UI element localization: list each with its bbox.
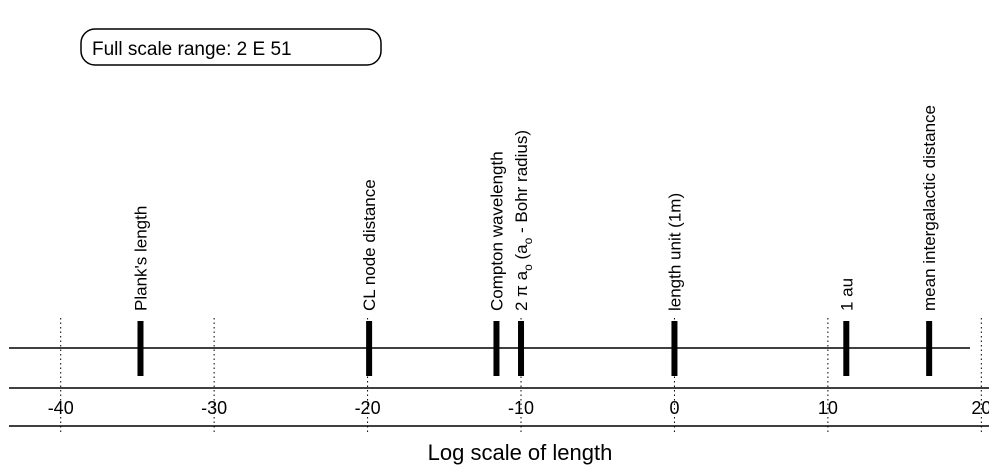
- marker-label: length unit (1m): [665, 193, 684, 311]
- range-label-box: Full scale range: 2 E 51: [80, 28, 382, 66]
- marker-label-part: o: [521, 264, 535, 271]
- marker-bar: [518, 321, 525, 376]
- tick-label: 0: [669, 398, 679, 418]
- marker-label: Plank's length: [131, 206, 150, 311]
- axis-title: Log scale of length: [428, 440, 613, 465]
- marker-bar: [366, 321, 373, 376]
- tick-label: -10: [508, 398, 534, 418]
- marker-label: 1 au: [837, 278, 856, 311]
- tick-label: -40: [48, 398, 74, 418]
- marker-label: 2 π ao (ao - Bohr radius): [512, 130, 535, 311]
- marker-label-part: 2 π a: [512, 270, 531, 311]
- tick-layer: -40 -30 -20 -10 0 10 20: [48, 318, 989, 432]
- marker-label-part: (a: [512, 244, 531, 264]
- tick-label: -20: [355, 398, 381, 418]
- scale-marker: Plank's length: [131, 206, 150, 376]
- scale-marker: mean intergalactic distance: [920, 105, 939, 376]
- tick-label: -30: [201, 398, 227, 418]
- marker-layer: Plank's length CL node distance Compton wa…: [131, 105, 939, 376]
- marker-label: mean intergalactic distance: [920, 105, 939, 311]
- scale-tick: 20: [971, 318, 989, 432]
- marker-label: Compton wavelength: [487, 151, 506, 311]
- marker-bar: [671, 321, 678, 376]
- marker-bar: [926, 321, 933, 376]
- marker-label-part: o: [521, 237, 535, 244]
- scale-tick: -40: [48, 318, 74, 432]
- scale-marker: length unit (1m): [665, 193, 684, 376]
- range-label: Full scale range: 2 E 51: [92, 39, 292, 60]
- marker-label: CL node distance: [360, 179, 379, 311]
- scale-marker: Compton wavelength: [487, 151, 506, 376]
- marker-bar: [843, 321, 850, 376]
- scale-tick: 10: [818, 318, 838, 432]
- scale-marker: 1 au: [837, 278, 856, 376]
- marker-bar: [137, 321, 144, 376]
- tick-label: 10: [818, 398, 838, 418]
- scale-marker: CL node distance: [360, 179, 379, 376]
- scale-tick: -30: [201, 318, 227, 432]
- tick-label: 20: [971, 398, 989, 418]
- marker-label-part: - Bohr radius): [512, 130, 531, 238]
- scale-marker: 2 π ao (ao - Bohr radius): [512, 130, 535, 376]
- marker-bar: [493, 321, 500, 376]
